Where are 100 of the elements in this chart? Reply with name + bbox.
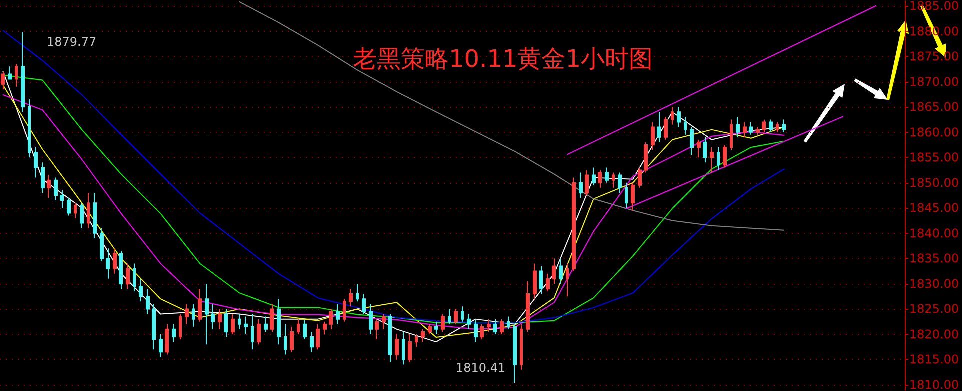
candlestick	[205, 283, 209, 346]
y-tick-label: 1840.00	[909, 226, 959, 240]
candlestick	[598, 170, 602, 188]
y-tick-label: 1820.00	[909, 327, 959, 342]
y-tick-label: 1875.00	[909, 50, 959, 64]
candlestick	[382, 314, 386, 330]
candlestick	[218, 308, 222, 330]
candlestick	[41, 162, 45, 194]
candlestick	[113, 248, 117, 274]
candlestick	[179, 314, 182, 340]
candlestick	[507, 316, 510, 330]
candlestick	[625, 182, 628, 209]
candlestick	[408, 334, 412, 363]
candlestick	[749, 122, 753, 136]
candlestick	[454, 308, 458, 325]
candlestick	[270, 304, 274, 332]
candlestick	[697, 139, 701, 158]
candlestick	[421, 328, 425, 343]
candlestick	[638, 167, 642, 188]
candlestick	[323, 321, 327, 335]
candlestick	[743, 122, 747, 138]
candlestick	[15, 64, 18, 88]
y-tick-label: 1850.00	[909, 176, 959, 190]
candlestick	[526, 280, 530, 332]
candlestick	[251, 314, 254, 350]
candlestick	[316, 324, 320, 350]
candlestick	[480, 324, 484, 340]
candlestick	[329, 308, 333, 330]
candlestick	[644, 142, 648, 174]
candlestick	[467, 314, 471, 330]
candlestick	[198, 288, 202, 322]
candlestick	[388, 314, 392, 363]
candlestick	[343, 298, 346, 322]
candlestick	[362, 294, 366, 315]
candlestick	[277, 298, 281, 346]
y-tick-label: 1830.00	[909, 276, 959, 291]
candlestick	[257, 318, 261, 346]
candlestick	[533, 263, 537, 300]
candlestick	[769, 119, 773, 133]
y-tick-label: 1835.00	[909, 252, 959, 266]
y-tick-label: 1855.00	[909, 150, 959, 165]
candlestick	[441, 314, 445, 332]
annotation: 1810.41	[456, 361, 506, 375]
candlestick	[303, 318, 307, 340]
line-series	[2, 30, 785, 324]
candlestick	[651, 122, 655, 151]
candlestick	[572, 177, 576, 272]
candlestick	[284, 324, 287, 356]
candlestick	[264, 316, 268, 332]
candlestick	[349, 288, 353, 308]
candlestick	[756, 126, 760, 136]
candlestick	[605, 167, 609, 184]
candlestick	[74, 202, 77, 219]
candlestick	[428, 324, 432, 335]
candlestick	[336, 304, 340, 325]
candlestick	[93, 192, 97, 239]
candlestick	[592, 167, 596, 186]
candlestick	[566, 263, 569, 298]
candlestick	[710, 146, 714, 174]
y-tick-label: 1860.00	[909, 125, 959, 140]
candlestick	[238, 314, 241, 330]
candlestick	[474, 318, 478, 343]
candlestick	[703, 136, 707, 164]
candlestick	[585, 170, 589, 196]
candlestick	[54, 177, 58, 202]
candlestick	[671, 106, 674, 126]
candlestick	[684, 116, 687, 136]
line-series	[238, 1, 785, 231]
candlestick	[730, 119, 733, 151]
candlestick	[106, 248, 110, 280]
candlestick	[415, 334, 418, 348]
candlestick	[8, 66, 12, 80]
candlestick	[297, 318, 300, 335]
candlestick	[185, 304, 189, 325]
candlestick	[520, 324, 523, 370]
candlestick	[461, 306, 464, 322]
candlestick	[34, 146, 38, 178]
candlestick	[487, 318, 491, 332]
y-tick-label: 1815.00	[909, 352, 959, 367]
candlestick	[152, 304, 156, 350]
candlestick	[513, 324, 517, 384]
candlestick	[224, 308, 228, 338]
candlestick	[736, 116, 740, 138]
candlestick	[119, 250, 123, 290]
y-tick-label: 1865.00	[909, 100, 959, 114]
y-tick-label: 1810.00	[909, 378, 959, 391]
annotation: 1879.77	[47, 35, 97, 49]
candlestick	[559, 258, 563, 284]
candlestick	[579, 172, 583, 199]
candlestick	[172, 324, 176, 343]
candlestick	[402, 331, 405, 366]
candlestick	[776, 122, 779, 133]
candlestick	[211, 304, 215, 330]
candlestick	[67, 198, 71, 216]
candlestick	[100, 228, 104, 262]
candlestick	[612, 172, 615, 188]
candlestick	[552, 258, 556, 284]
candlestick	[500, 318, 504, 335]
candlestick	[290, 326, 294, 353]
candlestick	[159, 334, 163, 358]
